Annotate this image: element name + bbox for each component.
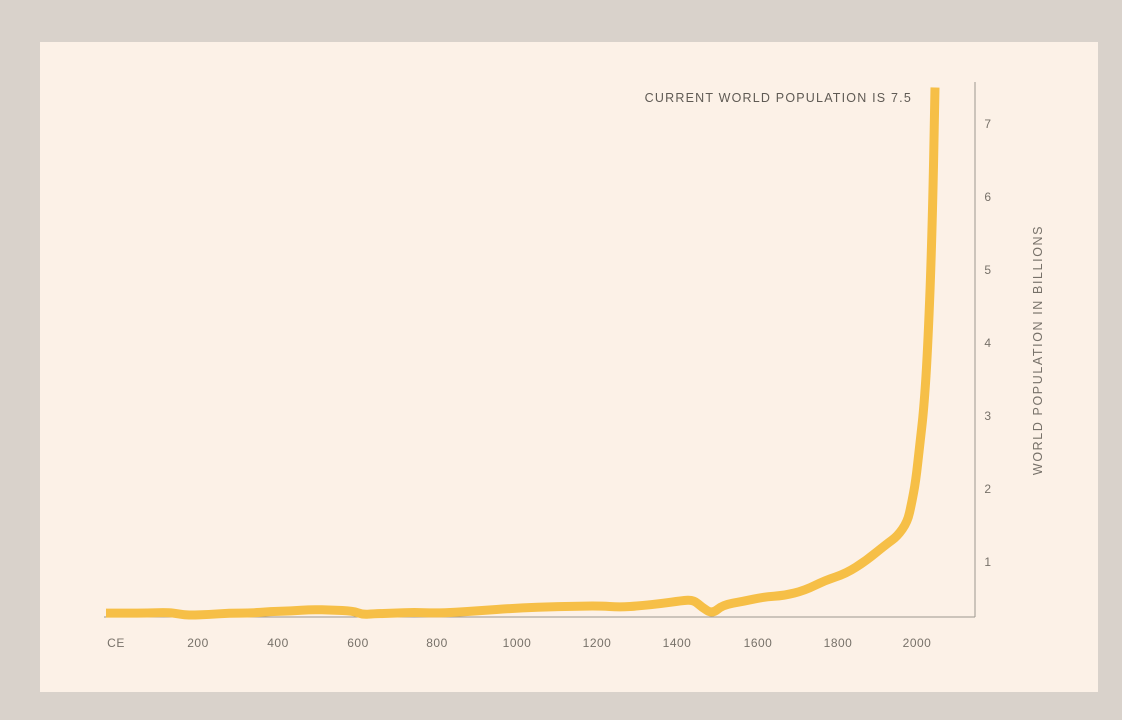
- y-tick-label: 6: [984, 190, 991, 204]
- y-tick-label: 7: [984, 117, 991, 131]
- y-axis-title: WORLD POPULATION IN BILLIONS: [1031, 225, 1045, 475]
- x-tick-label: 1600: [744, 636, 773, 650]
- x-tick-label: CE: [107, 636, 125, 650]
- y-tick-label: 2: [984, 482, 991, 496]
- series-group: [105, 83, 940, 620]
- x-tick-label: 1800: [824, 636, 853, 650]
- current-population-annotation: CURRENT WORLD POPULATION IS 7.5: [645, 91, 912, 105]
- x-tick-labels: CE 200 400 600 800 1000 1200 1400 1600 1800 2000: [107, 636, 931, 650]
- y-tick-labels: 1 2 3 4 5 6 7: [984, 117, 991, 569]
- x-tick-label: 800: [426, 636, 448, 650]
- y-tick-label: 3: [984, 409, 991, 423]
- x-tick-label: 400: [267, 636, 289, 650]
- x-tick-label: 1400: [663, 636, 692, 650]
- chart-panel: [40, 42, 1098, 692]
- x-tick-label: 1200: [583, 636, 612, 650]
- x-tick-label: 2000: [903, 636, 932, 650]
- x-tick-label: 600: [347, 636, 369, 650]
- population-series-line: [105, 83, 940, 620]
- y-tick-label: 1: [984, 555, 991, 569]
- y-tick-label: 4: [984, 336, 991, 350]
- x-tick-label: 1000: [503, 636, 532, 650]
- x-tick-label: 200: [187, 636, 209, 650]
- y-tick-label: 5: [984, 263, 991, 277]
